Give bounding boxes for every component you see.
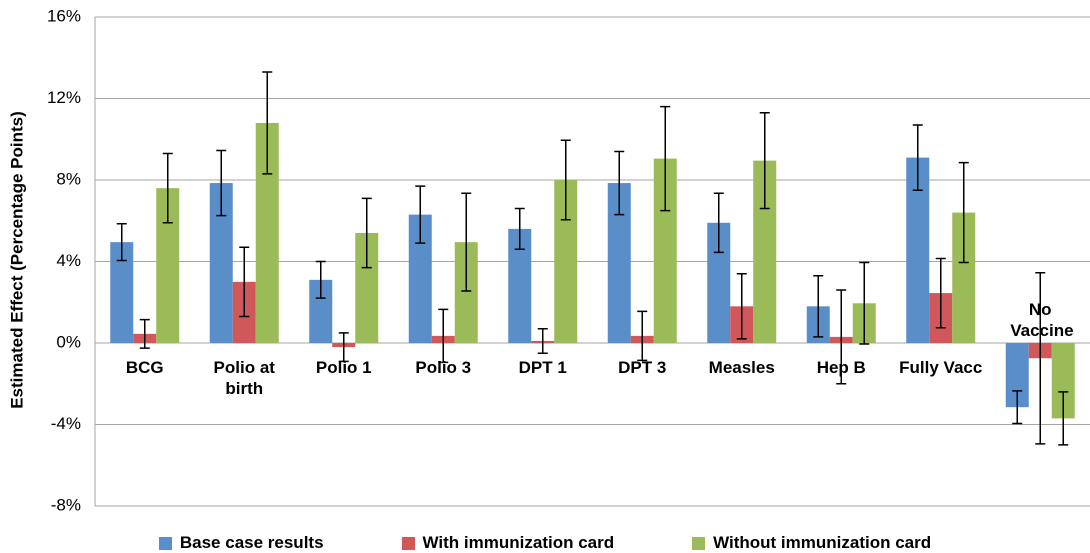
- bar: [255, 122, 279, 343]
- y-tick-label: 8%: [56, 169, 81, 188]
- error-bar: [361, 197, 372, 269]
- x-tick-label: BCG: [125, 358, 164, 377]
- bar: [906, 157, 930, 343]
- error-bar: [813, 275, 824, 338]
- bar: [607, 183, 631, 343]
- error-bar: [614, 150, 625, 216]
- error-bar: [338, 332, 349, 363]
- error-bar: [836, 289, 847, 385]
- bar: [707, 222, 731, 343]
- legend: Base case results With immunization card W…: [0, 533, 1090, 553]
- y-tick-label: 16%: [47, 6, 81, 25]
- error-bar: [1058, 391, 1069, 446]
- error-bar: [139, 318, 150, 349]
- error-bar: [1012, 390, 1023, 425]
- bar: [454, 242, 478, 343]
- bar: [408, 214, 432, 343]
- error-bar: [315, 260, 326, 299]
- bar: [1005, 343, 1029, 408]
- bar: [309, 279, 333, 343]
- legend-item: Without immunization card: [692, 533, 931, 553]
- error-bar: [461, 192, 472, 292]
- legend-swatch: [158, 536, 172, 550]
- bar: [554, 180, 578, 343]
- y-tick-label: 12%: [47, 88, 81, 107]
- bar: [508, 228, 532, 343]
- error-bar: [958, 161, 969, 264]
- x-tick-label: DPT 1: [518, 358, 567, 377]
- x-tick-label: Fully Vacc: [899, 358, 983, 377]
- error-bar: [239, 246, 250, 318]
- x-tick-label: Polio 3: [415, 358, 472, 377]
- error-bar: [859, 261, 870, 345]
- error-bar: [759, 112, 770, 210]
- bar: [156, 188, 180, 343]
- error-bar: [216, 149, 227, 217]
- legend-label: With immunization card: [422, 533, 615, 552]
- error-bar: [935, 257, 946, 329]
- error-bar: [713, 192, 724, 254]
- error-bar: [438, 308, 449, 364]
- y-tick-label: 0%: [56, 332, 81, 351]
- error-bar: [660, 105, 671, 212]
- bar: [209, 183, 233, 343]
- bar: [952, 212, 976, 343]
- bar: [653, 158, 677, 343]
- x-tick-label: DPT 3: [618, 358, 667, 377]
- bar: [1051, 343, 1075, 419]
- legend-label: Without immunization card: [713, 533, 932, 552]
- x-tick-label: Measles: [708, 358, 775, 377]
- legend-item: Base case results: [158, 533, 324, 553]
- bar: [110, 242, 134, 343]
- error-bar: [736, 272, 747, 340]
- y-axis-title: Estimated Effect (Percentage Points): [7, 111, 26, 409]
- error-bar: [1035, 271, 1046, 445]
- error-bar: [912, 124, 923, 191]
- error-bar: [262, 71, 273, 175]
- error-bar: [116, 223, 127, 262]
- bar: [753, 160, 777, 343]
- y-tick-label: -8%: [51, 495, 81, 514]
- legend-item: With immunization card: [401, 533, 615, 553]
- bar: [355, 232, 379, 343]
- x-tick-label: Polio at birth: [213, 358, 275, 398]
- error-bar: [537, 327, 548, 354]
- y-tick-label: 4%: [56, 251, 81, 270]
- error-bar: [162, 152, 173, 224]
- error-bar: [637, 310, 648, 362]
- legend-label: Base case results: [179, 533, 324, 552]
- x-tick-label: Hep B: [816, 358, 866, 377]
- x-tick-label: Polio 1: [315, 358, 372, 377]
- error-bar: [415, 185, 426, 244]
- y-tick-label: -4%: [51, 414, 81, 433]
- error-bar: [560, 139, 571, 221]
- error-bar: [514, 207, 525, 251]
- legend-swatch: [692, 536, 706, 550]
- legend-swatch: [401, 536, 415, 550]
- x-tick-label: No Vaccine: [1010, 300, 1074, 340]
